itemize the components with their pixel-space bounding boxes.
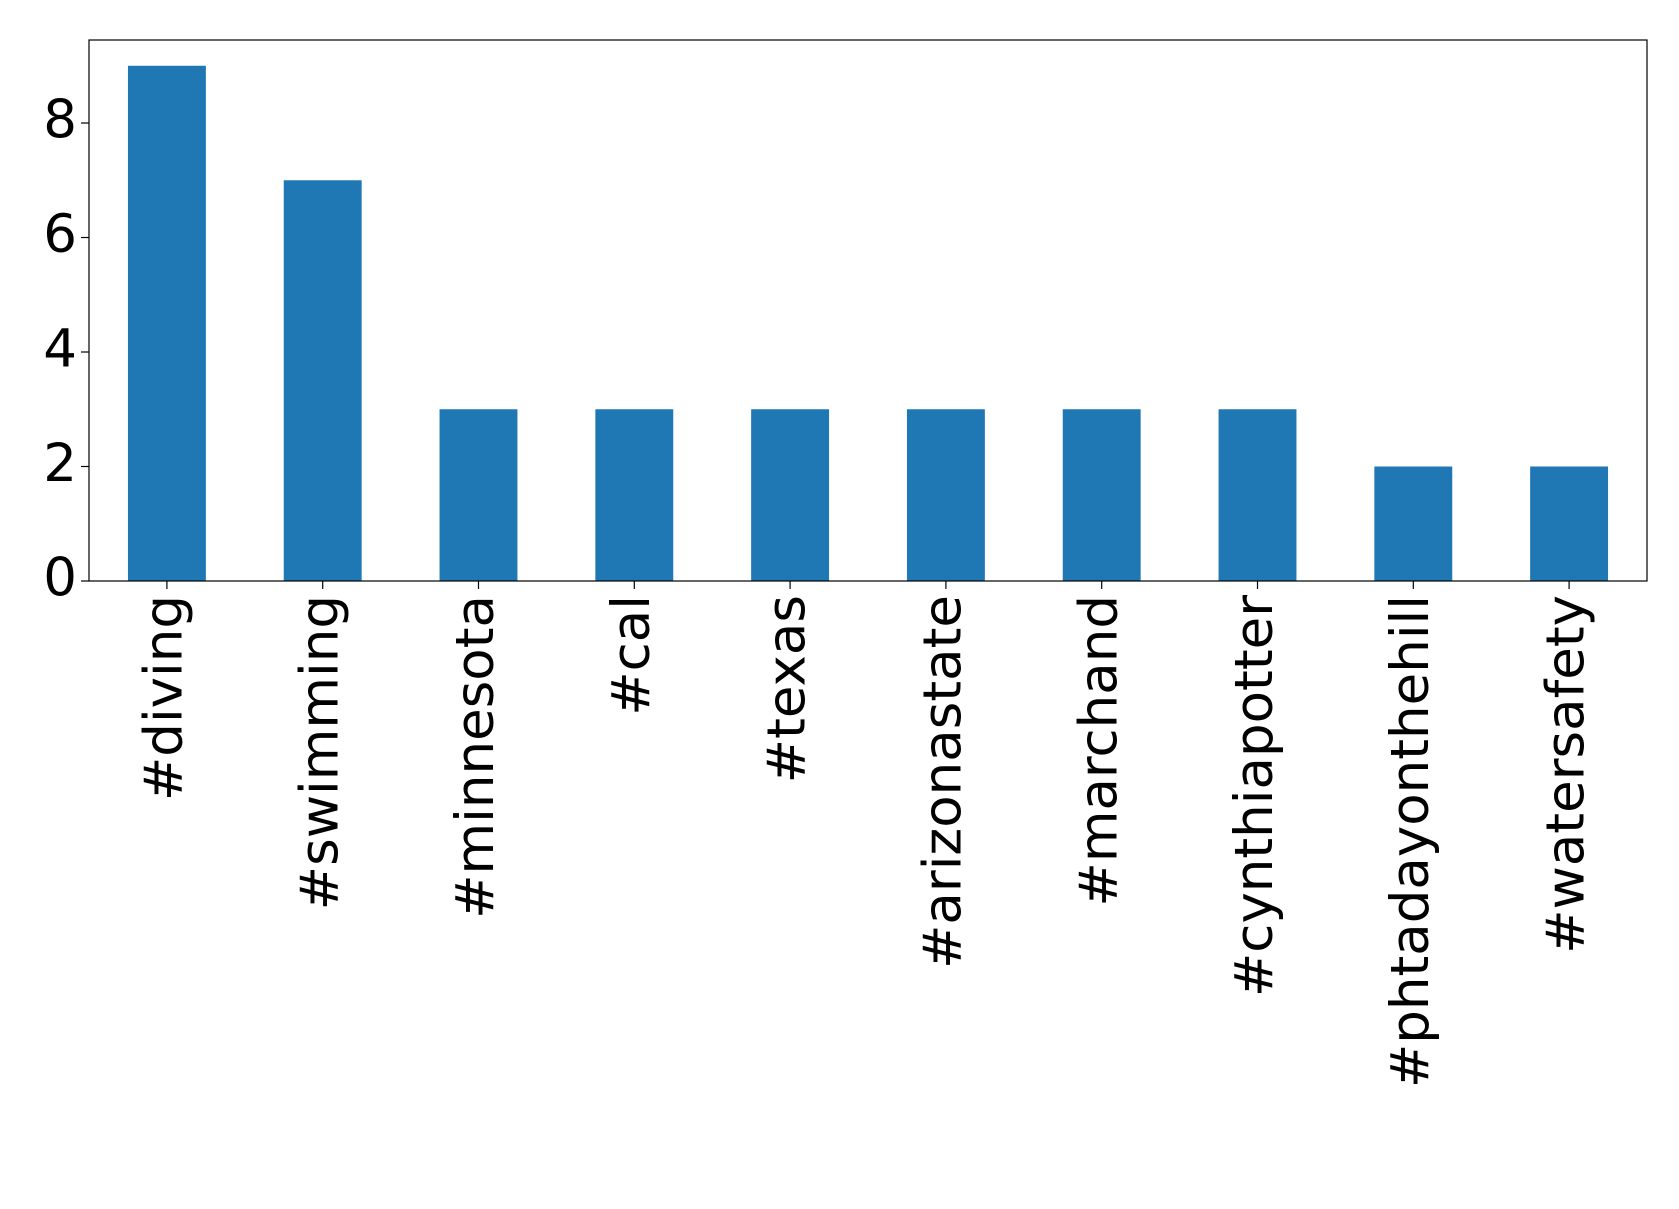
bar <box>1530 466 1609 581</box>
y-tick-label: 6 <box>43 204 77 265</box>
plot-frame <box>88 39 1648 582</box>
bar <box>751 409 830 581</box>
y-tick-label: 4 <box>43 319 77 380</box>
bar <box>1374 466 1453 581</box>
y-tick-label: 0 <box>43 548 77 609</box>
y-tick-label: 8 <box>43 90 77 151</box>
x-tick-label: #phtadayonthehill <box>1380 595 1441 1088</box>
x-tick-label: #texas <box>757 595 818 783</box>
x-tick-label: #cynthiapotter <box>1224 595 1285 997</box>
x-tick-label: #swimming <box>289 595 350 910</box>
bar <box>127 65 206 581</box>
bar <box>1062 409 1141 581</box>
bar <box>595 409 674 581</box>
x-tick-label: #minnesota <box>445 595 506 919</box>
bar <box>283 180 362 581</box>
x-tick-label: #watersafety <box>1536 595 1597 954</box>
bar <box>1218 409 1297 581</box>
y-tick-label: 2 <box>43 433 77 494</box>
x-tick-label: #arizonastate <box>913 595 974 969</box>
bar <box>439 409 518 581</box>
x-tick-label: #marchand <box>1068 595 1129 907</box>
x-tick-label: #cal <box>601 595 662 716</box>
bar <box>906 409 985 581</box>
x-tick-label: #diving <box>134 595 195 801</box>
